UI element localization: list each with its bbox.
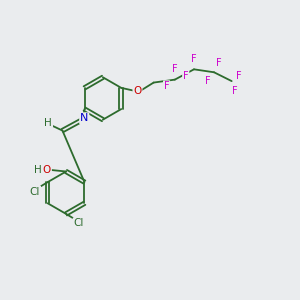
- Text: Cl: Cl: [74, 218, 84, 228]
- Text: F: F: [172, 64, 178, 74]
- Text: H: H: [44, 118, 52, 128]
- Text: F: F: [216, 58, 221, 68]
- Text: O: O: [43, 165, 51, 175]
- Text: F: F: [183, 71, 188, 81]
- Text: F: F: [191, 54, 197, 64]
- Text: F: F: [232, 85, 237, 95]
- Text: H: H: [34, 165, 42, 175]
- Text: N: N: [80, 113, 88, 123]
- Text: O: O: [133, 86, 142, 96]
- Text: F: F: [236, 71, 242, 81]
- Text: F: F: [164, 81, 169, 91]
- Text: Cl: Cl: [30, 187, 40, 196]
- Text: F: F: [205, 76, 210, 85]
